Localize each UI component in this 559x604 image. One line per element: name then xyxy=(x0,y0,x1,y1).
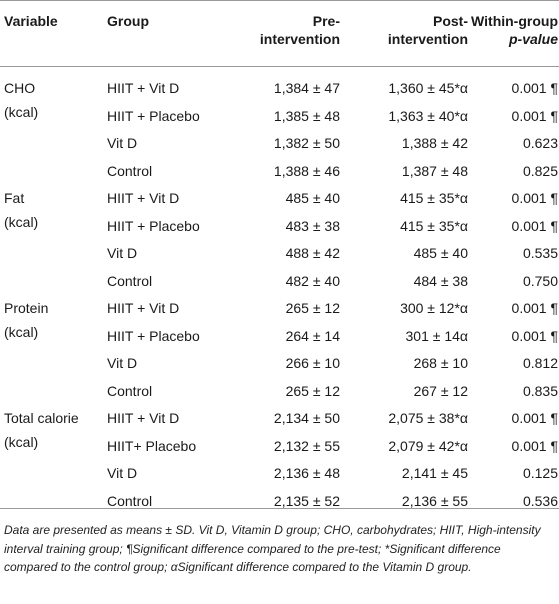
post-intervention-cell: 415 ± 35*α xyxy=(400,190,468,206)
p-value-cell: 0.001 ¶ xyxy=(511,410,558,426)
post-intervention-cell: 268 ± 10 xyxy=(413,355,468,371)
variable-label: Total calorie (kcal) xyxy=(4,406,79,454)
pre-intervention-cell: 2,135 ± 52 xyxy=(273,492,340,509)
p-value-cell: 0.125 xyxy=(522,465,558,481)
group-cell: HIIT+ Placebo xyxy=(107,437,197,454)
pre-intervention-cell: 265 ± 12 xyxy=(285,300,340,316)
group-cell: Vit D xyxy=(107,245,138,261)
group-cell: HIIT + Vit D xyxy=(107,190,180,206)
p-value-cell: 0.535 xyxy=(522,245,558,261)
post-intervention-cell: 415 ± 35*α xyxy=(400,217,468,234)
post-intervention-cell: 1,388 ± 42 xyxy=(401,135,468,151)
variable-name: Fat xyxy=(4,190,25,206)
pre-intervention-cell: 1,388 ± 46 xyxy=(273,162,340,179)
post-intervention-cell: 484 ± 38 xyxy=(413,272,468,289)
post-intervention-cell: 2,136 ± 55 xyxy=(401,492,468,509)
post-intervention-cell: 267 ± 12 xyxy=(413,382,468,399)
p-value-cell: 0.623 xyxy=(522,135,558,151)
post-intervention-cell: 1,363 ± 40*α xyxy=(388,107,468,124)
group-cell: HIIT + Placebo xyxy=(107,217,200,234)
variable-unit: (kcal) xyxy=(4,324,39,340)
group-cell: Control xyxy=(107,162,153,179)
p-value-cell: 0.750 xyxy=(522,272,558,289)
p-value-cell: 0.001 ¶ xyxy=(511,327,558,344)
variable-label: Protein (kcal) xyxy=(4,296,48,344)
group-cell: HIIT + Vit D xyxy=(107,410,180,426)
pre-intervention-cell: 485 ± 40 xyxy=(285,190,340,206)
post-intervention-cell: 2,079 ± 42*α xyxy=(388,437,468,454)
header-within-group-p-value: Within-group p-value xyxy=(471,13,558,47)
group-cell: HIIT + Vit D xyxy=(107,80,180,96)
p-value-cell: 0.001 ¶ xyxy=(511,80,558,96)
pre-intervention-cell: 1,385 ± 48 xyxy=(273,107,340,124)
group-cell: HIIT + Placebo xyxy=(107,327,200,344)
pre-intervention-cell: 1,384 ± 47 xyxy=(273,80,340,96)
variable-unit: (kcal) xyxy=(4,434,39,450)
pre-intervention-cell: 2,136 ± 48 xyxy=(273,465,340,481)
pre-intervention-cell: 2,134 ± 50 xyxy=(273,410,340,426)
variable-unit: (kcal) xyxy=(4,214,39,230)
pre-intervention-cell: 483 ± 38 xyxy=(285,217,340,234)
header-post-intervention: Post- intervention xyxy=(387,13,468,47)
group-cell: Vit D xyxy=(107,465,138,481)
p-value-cell: 0.825 xyxy=(522,162,558,179)
group-cell: Vit D xyxy=(107,355,138,371)
variable-name: Protein xyxy=(4,300,49,316)
pre-intervention-cell: 265 ± 12 xyxy=(285,382,340,399)
table-bottom-rule xyxy=(0,508,559,509)
post-intervention-cell: 301 ± 14α xyxy=(405,327,469,344)
pre-intervention-cell: 488 ± 42 xyxy=(285,245,340,261)
group-cell: HIIT + Vit D xyxy=(107,300,180,316)
post-intervention-cell: 2,141 ± 45 xyxy=(401,465,468,481)
p-value-cell: 0.001 ¶ xyxy=(511,190,558,206)
post-intervention-cell: 1,387 ± 48 xyxy=(401,162,468,179)
pre-intervention-cell: 1,382 ± 50 xyxy=(273,135,340,151)
pre-intervention-cell: 264 ± 14 xyxy=(285,327,340,344)
header-group: Group xyxy=(107,13,149,29)
table-top-rule xyxy=(0,0,559,1)
variable-label: Fat (kcal) xyxy=(4,186,38,234)
p-value-cell: 0.812 xyxy=(522,355,558,371)
header-bottom-rule xyxy=(0,66,559,67)
pre-intervention-cell: 482 ± 40 xyxy=(285,272,340,289)
pre-intervention-cell: 2,132 ± 55 xyxy=(273,437,340,454)
variable-name: Total calorie xyxy=(4,410,79,426)
variable-label: CHO (kcal) xyxy=(4,76,38,124)
group-cell: HIIT + Placebo xyxy=(107,107,200,124)
post-intervention-cell: 2,075 ± 38*α xyxy=(388,410,468,426)
group-cell: Control xyxy=(107,382,153,399)
post-intervention-cell: 485 ± 40 xyxy=(413,245,468,261)
p-value-cell: 0.001 ¶ xyxy=(511,300,558,316)
p-value-cell: 0.835 xyxy=(522,382,558,399)
group-cell: Control xyxy=(107,492,153,509)
p-value-cell: 0.001 ¶ xyxy=(511,437,558,454)
header-variable: Variable xyxy=(4,13,58,29)
header-pre-intervention: Pre- intervention xyxy=(259,13,340,47)
post-intervention-cell: 1,360 ± 45*α xyxy=(388,80,468,96)
post-intervention-cell: 300 ± 12*α xyxy=(400,300,468,316)
group-cell: Vit D xyxy=(107,135,138,151)
variable-name: CHO xyxy=(4,80,36,96)
p-value-cell: 0.001 ¶ xyxy=(511,107,558,124)
p-value-cell: 0.001 ¶ xyxy=(511,217,558,234)
table-footnote: Data are presented as means ± SD. Vit D,… xyxy=(4,523,541,574)
p-value-cell: 0.536 xyxy=(522,492,558,509)
variable-unit: (kcal) xyxy=(4,104,39,120)
group-cell: Control xyxy=(107,272,153,289)
pre-intervention-cell: 266 ± 10 xyxy=(285,355,340,371)
